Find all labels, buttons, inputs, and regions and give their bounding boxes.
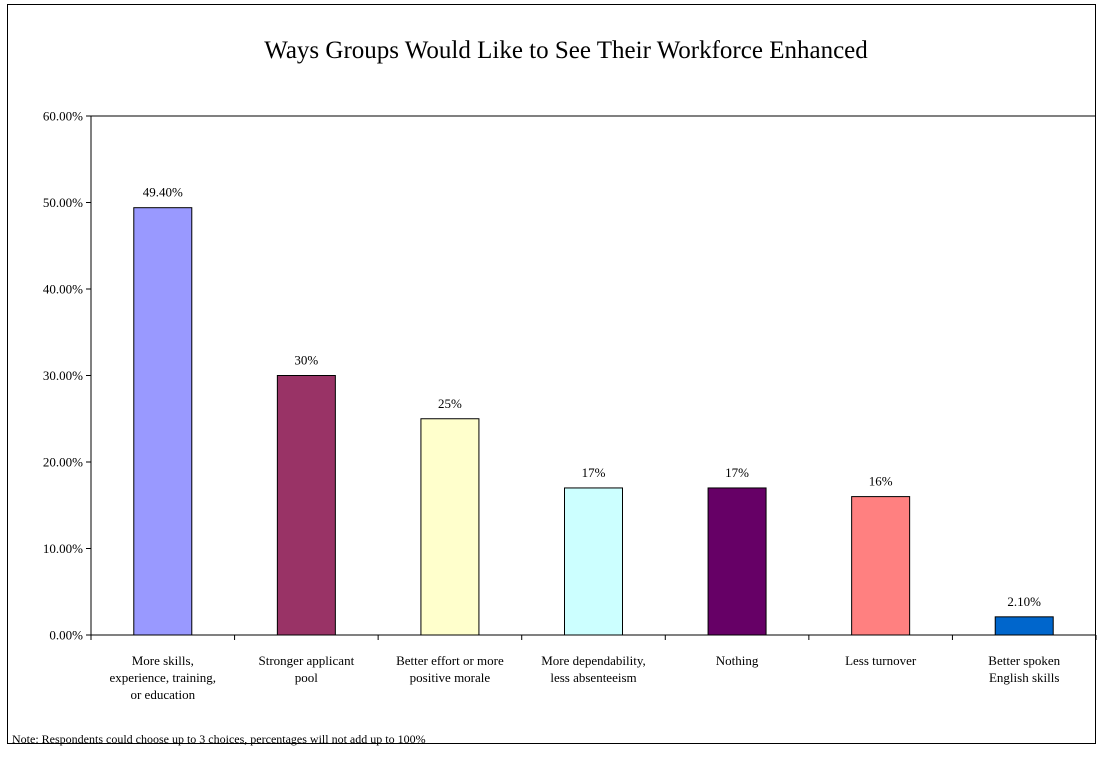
y-tick-label: 30.00% <box>43 368 83 383</box>
y-tick-label: 60.00% <box>43 109 83 124</box>
category-label: Nothing <box>716 653 759 668</box>
data-label: 25% <box>438 396 462 411</box>
bar <box>707 487 767 636</box>
data-label: 49.40% <box>143 185 183 200</box>
category-label: More skills, experience, training, or educ… <box>110 653 216 702</box>
bar <box>564 487 623 636</box>
bar <box>420 418 480 636</box>
category-label: Better effort or more positive morale <box>396 653 504 685</box>
category-label: Stronger applicant pool <box>259 653 355 685</box>
chart-bars <box>133 207 1054 636</box>
category-label: Better spoken English skills <box>988 653 1060 685</box>
chart-title: Ways Groups Would Like to See Their Work… <box>264 37 868 64</box>
data-label: 17% <box>582 465 606 480</box>
bar <box>276 375 336 636</box>
y-tick-label: 20.00% <box>43 455 83 470</box>
y-tick-label: 40.00% <box>43 282 83 297</box>
category-label: More dependability, less absenteeism <box>541 653 646 685</box>
y-tick-label: 10.00% <box>43 541 83 556</box>
data-label: 16% <box>869 474 893 489</box>
chart-note: Note: Respondents could choose up to 3 c… <box>12 732 426 746</box>
data-label: 30% <box>294 353 318 368</box>
bar <box>133 207 193 636</box>
data-label: 17% <box>725 465 749 480</box>
data-label: 2.10% <box>1007 594 1041 609</box>
bar <box>994 616 1054 636</box>
y-tick-label: 0.00% <box>49 628 83 643</box>
chart-labels: 49.40% More skills, experience, training, o… <box>110 185 1061 702</box>
bar <box>851 496 911 636</box>
y-tick-label: 50.00% <box>43 195 83 210</box>
chart-axes: 0.00% 10.00% 20.00% 30.00% 40.00% 50.00% 60.00… <box>43 109 1097 643</box>
category-label: Less turnover <box>845 653 917 668</box>
